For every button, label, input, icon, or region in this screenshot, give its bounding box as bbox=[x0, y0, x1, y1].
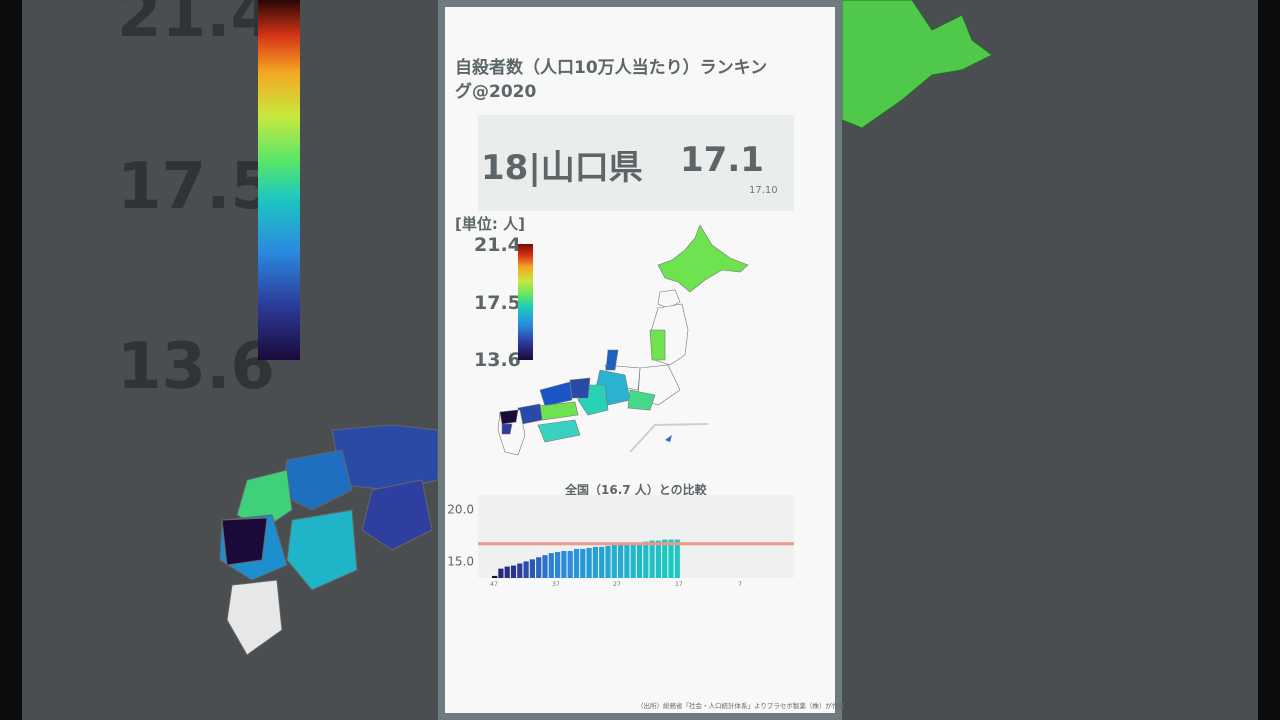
map-kyoto bbox=[569, 377, 591, 399]
chart-bar bbox=[592, 546, 598, 578]
x-tick-label: 27 bbox=[613, 581, 621, 588]
bg-hokkaido-zoom bbox=[842, 0, 993, 129]
source-note: （出所）総務省「社会・人口統計体系」よりプラセボ製薬（株）が作成 bbox=[637, 702, 845, 710]
chart-bar bbox=[498, 568, 504, 578]
chart-bar bbox=[662, 539, 668, 578]
chart-bar bbox=[649, 540, 655, 578]
map-hokkaido bbox=[657, 224, 749, 293]
map-chugoku-north bbox=[539, 381, 573, 407]
chart-bar bbox=[529, 559, 535, 578]
map-chugoku-south bbox=[537, 401, 579, 421]
chart-bar bbox=[668, 539, 674, 578]
background-left-panel: 21.4 17.5 13.6 bbox=[22, 0, 438, 720]
chart-bar bbox=[567, 551, 573, 578]
chart-bar bbox=[580, 548, 586, 578]
rank-prefecture: 18|山口県 bbox=[481, 148, 643, 188]
japan-map bbox=[497, 224, 749, 456]
chart-bar bbox=[618, 544, 624, 578]
map-akita-yamagata bbox=[649, 329, 666, 361]
unit-label: [単位: 人] bbox=[455, 215, 525, 233]
colorbar bbox=[518, 244, 533, 360]
chart-ticks: 20.0 15.0 47 37 27 17 7 bbox=[448, 503, 742, 588]
bg-label-top: 21.4 bbox=[117, 0, 275, 52]
chart-bar bbox=[586, 547, 592, 578]
chart-bar bbox=[548, 553, 554, 578]
bg-label-mid: 17.5 bbox=[117, 150, 275, 224]
chart-bar bbox=[523, 561, 529, 578]
map-shikoku bbox=[537, 419, 581, 443]
chart-title: 全国（16.7 人）との比較 bbox=[565, 483, 707, 497]
map-nagasaki bbox=[501, 423, 513, 435]
x-tick-label: 47 bbox=[490, 581, 498, 588]
chart-bar bbox=[510, 565, 517, 578]
map-aomori bbox=[657, 289, 681, 309]
rank-panel bbox=[478, 115, 794, 211]
chart-bar bbox=[536, 557, 542, 578]
map-niigata-coast bbox=[605, 349, 619, 371]
y-tick-label: 15.0 bbox=[448, 554, 474, 568]
chart-bar bbox=[561, 551, 567, 578]
chart-bar bbox=[605, 545, 611, 578]
map-tokai bbox=[627, 389, 656, 411]
x-tick-label: 17 bbox=[675, 581, 683, 588]
map-fukuoka bbox=[499, 409, 519, 425]
chart-bar bbox=[624, 543, 630, 578]
rank-value: 17.1 bbox=[680, 140, 764, 180]
chart-bar bbox=[517, 563, 523, 578]
bg-colorbar bbox=[258, 0, 300, 360]
chart-bar bbox=[611, 544, 617, 578]
page-title: 自殺者数（人口10万人当たり）ランキング@2020 bbox=[455, 58, 768, 102]
bg-map-zoom bbox=[219, 424, 438, 656]
colorbar-mid-label: 17.5 bbox=[474, 292, 521, 314]
y-tick-label: 20.0 bbox=[448, 503, 474, 517]
chart-bar bbox=[504, 566, 510, 578]
colorbar-max-label: 21.4 bbox=[474, 234, 521, 256]
bg-label-bottom: 13.6 bbox=[117, 330, 275, 404]
chart-bar bbox=[573, 548, 580, 578]
chart-bar bbox=[636, 542, 643, 578]
chart-bar bbox=[643, 541, 649, 578]
x-tick-label: 7 bbox=[738, 581, 742, 588]
chart-bar bbox=[655, 540, 661, 578]
chart-bars bbox=[492, 539, 680, 578]
rank-precise-value: 17.10 bbox=[749, 185, 778, 196]
comparison-bar-chart: 20.0 15.0 47 37 27 17 7 bbox=[448, 495, 794, 588]
x-tick-label: 37 bbox=[552, 581, 560, 588]
chart-bar bbox=[492, 575, 498, 578]
colorbar-min-label: 13.6 bbox=[474, 349, 521, 371]
chart-bar bbox=[674, 539, 680, 578]
chart-bar bbox=[555, 552, 561, 578]
background-right-panel bbox=[842, 0, 1258, 720]
chart-bar bbox=[542, 555, 548, 578]
chart-bar bbox=[599, 546, 605, 578]
chart-bar bbox=[630, 542, 636, 578]
